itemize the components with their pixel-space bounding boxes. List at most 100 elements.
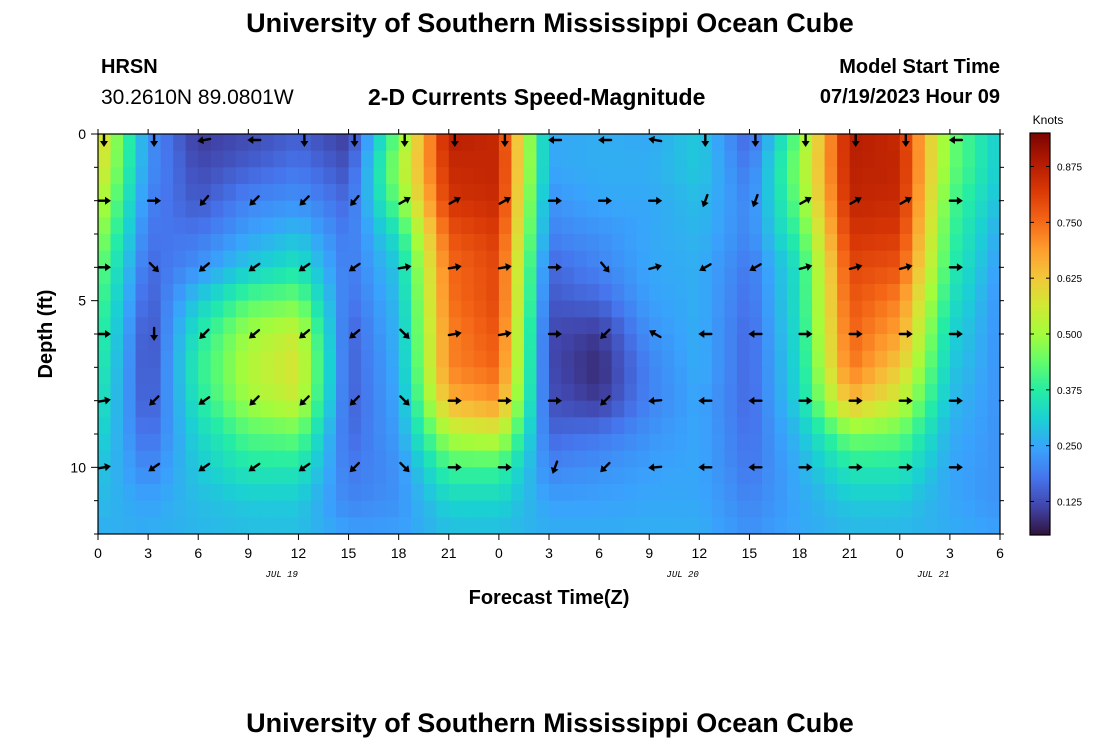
heatmap-cell bbox=[398, 217, 412, 235]
heatmap-cell bbox=[185, 334, 199, 352]
x-tick-label: 6 bbox=[194, 545, 202, 561]
heatmap-cell bbox=[386, 417, 400, 435]
heatmap-cell bbox=[887, 350, 901, 368]
heatmap-cell bbox=[949, 217, 964, 235]
heatmap-cell bbox=[373, 150, 387, 168]
heatmap-cell bbox=[486, 150, 500, 168]
heatmap-cell bbox=[223, 300, 237, 318]
heatmap-cell bbox=[736, 400, 751, 418]
heatmap-cell bbox=[812, 367, 826, 385]
heatmap-cell bbox=[373, 484, 387, 502]
heatmap-cell bbox=[386, 167, 400, 185]
heatmap-cell bbox=[862, 234, 876, 252]
heatmap-cell bbox=[298, 467, 312, 485]
heatmap-cell bbox=[411, 400, 425, 418]
heatmap-cell bbox=[210, 267, 224, 285]
heatmap-cell bbox=[824, 434, 838, 452]
heatmap-cell bbox=[336, 434, 350, 452]
heatmap-cell bbox=[173, 167, 187, 185]
heatmap-cell bbox=[436, 167, 450, 185]
heatmap-cell bbox=[824, 334, 838, 352]
heatmap-cell bbox=[473, 400, 487, 418]
heatmap-cell bbox=[611, 334, 625, 352]
heatmap-cell bbox=[523, 384, 538, 402]
heatmap-cell bbox=[185, 400, 199, 418]
x-tick-label: 9 bbox=[244, 545, 252, 561]
heatmap-cell bbox=[674, 467, 688, 485]
heatmap-cell bbox=[373, 200, 387, 218]
current-arrow bbox=[150, 326, 159, 341]
heatmap-cell bbox=[98, 234, 112, 252]
heatmap-cell bbox=[699, 217, 713, 235]
heatmap-cell bbox=[849, 334, 863, 352]
heatmap-cell bbox=[511, 517, 525, 534]
heatmap-cell bbox=[160, 500, 174, 518]
heatmap-cell bbox=[310, 384, 325, 402]
heatmap-cell bbox=[674, 267, 688, 285]
heatmap-cell bbox=[849, 450, 863, 468]
heatmap-cell bbox=[135, 217, 149, 235]
heatmap-cell bbox=[223, 167, 237, 185]
heatmap-cell bbox=[285, 217, 300, 235]
heatmap-cell bbox=[423, 384, 437, 402]
heatmap-cell bbox=[661, 434, 675, 452]
x-tick-label: 3 bbox=[545, 545, 553, 561]
heatmap-cell bbox=[887, 200, 901, 218]
heatmap-cell bbox=[248, 484, 262, 502]
heatmap-cell bbox=[523, 467, 538, 485]
heatmap-cell bbox=[198, 484, 212, 502]
heatmap-cell bbox=[912, 167, 926, 185]
heatmap-cell bbox=[511, 284, 525, 302]
heatmap-cell bbox=[599, 517, 613, 534]
heatmap-cell bbox=[260, 217, 274, 235]
heatmap-cell bbox=[148, 434, 162, 452]
heatmap-cell bbox=[924, 400, 938, 418]
heatmap-cell bbox=[937, 417, 951, 435]
heatmap-cell bbox=[511, 150, 525, 168]
heatmap-cell bbox=[824, 367, 838, 385]
heatmap-cell bbox=[787, 467, 801, 485]
heatmap-cell bbox=[699, 284, 713, 302]
heatmap-cell bbox=[949, 384, 964, 402]
current-arrow bbox=[298, 462, 311, 472]
heatmap-cell bbox=[173, 134, 187, 152]
heatmap-cell bbox=[173, 284, 187, 302]
heatmap-cell bbox=[924, 284, 938, 302]
heatmap-cell bbox=[273, 200, 287, 218]
heatmap-cell bbox=[686, 500, 700, 518]
heatmap-cell bbox=[185, 384, 199, 402]
heatmap-cell bbox=[511, 400, 525, 418]
heatmap-cell bbox=[436, 150, 450, 168]
heatmap-cell bbox=[436, 184, 450, 202]
heatmap-cell bbox=[674, 450, 688, 468]
current-arrow bbox=[299, 328, 311, 339]
heatmap-cell bbox=[310, 434, 325, 452]
current-arrow bbox=[98, 330, 111, 338]
heatmap-cell bbox=[248, 434, 262, 452]
heatmap-cell bbox=[724, 434, 738, 452]
current-arrow bbox=[648, 463, 663, 472]
heatmap-cell bbox=[699, 267, 713, 285]
heatmap-cell bbox=[386, 450, 400, 468]
heatmap-cell bbox=[761, 267, 776, 285]
heatmap-cell bbox=[336, 167, 350, 185]
heatmap-cell bbox=[812, 267, 826, 285]
heatmap-cell bbox=[574, 434, 588, 452]
heatmap-cell bbox=[348, 334, 362, 352]
heatmap-cell bbox=[862, 167, 876, 185]
heatmap-cell bbox=[686, 200, 700, 218]
heatmap-cell bbox=[661, 367, 675, 385]
heatmap-cell bbox=[974, 367, 989, 385]
heatmap-cell bbox=[336, 134, 350, 152]
heatmap-cell bbox=[260, 284, 274, 302]
heatmap-cell bbox=[862, 184, 876, 202]
heatmap-cell bbox=[574, 400, 588, 418]
heatmap-cell bbox=[699, 317, 713, 335]
heatmap-cell bbox=[661, 467, 675, 485]
current-arrow bbox=[648, 196, 663, 205]
heatmap-cell bbox=[774, 517, 788, 534]
heatmap-cell bbox=[686, 317, 700, 335]
heatmap-cell bbox=[949, 450, 964, 468]
heatmap-cell bbox=[386, 267, 400, 285]
heatmap-cell bbox=[561, 517, 575, 534]
